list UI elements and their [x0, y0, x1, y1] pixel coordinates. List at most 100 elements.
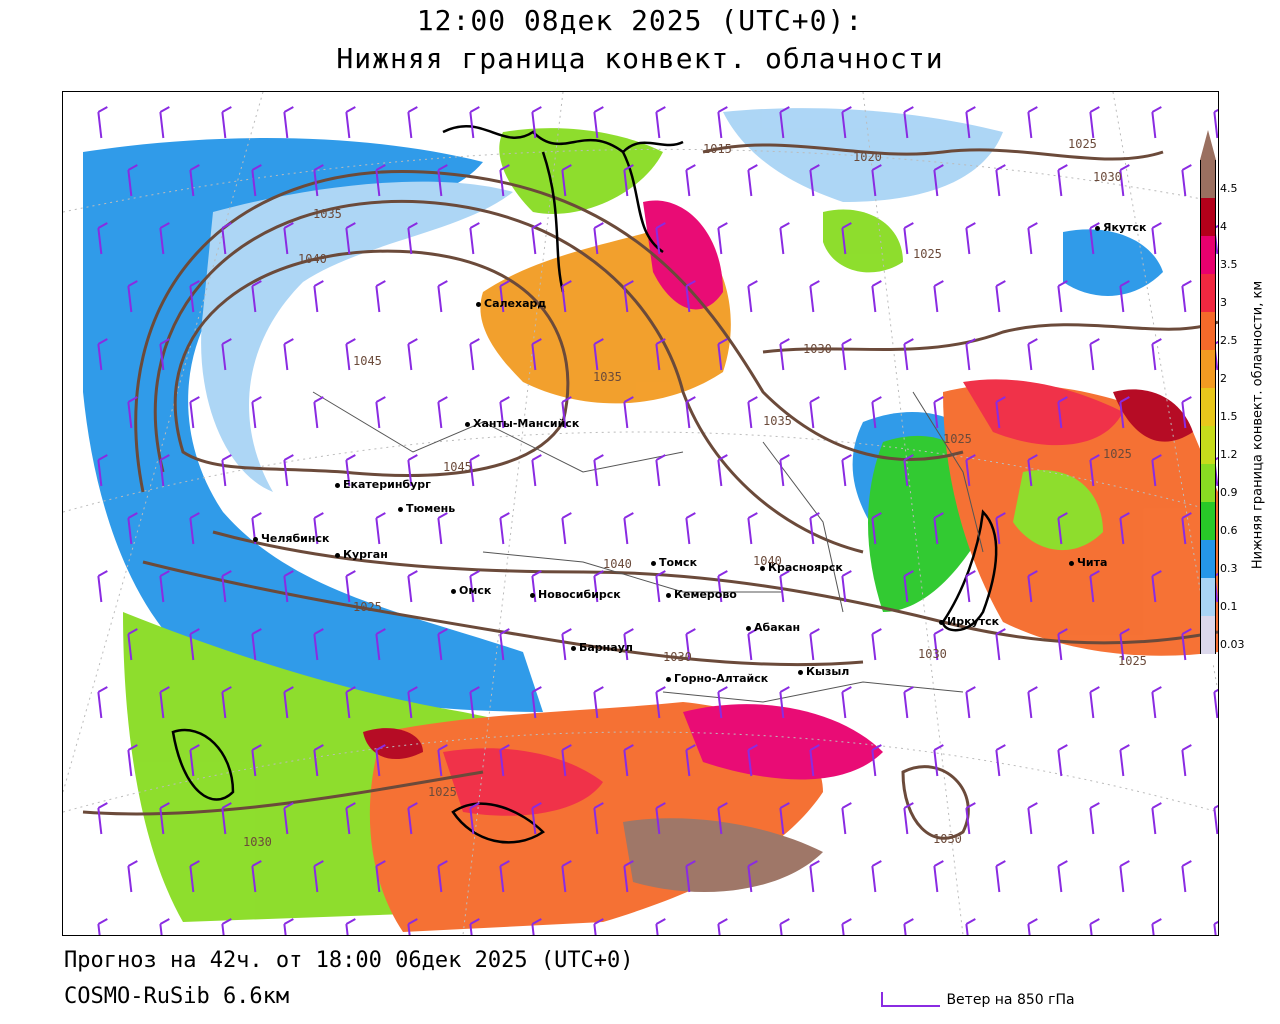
wind-barb — [809, 396, 820, 429]
isobar-label: 1025 — [943, 432, 972, 446]
wind-barb — [717, 802, 728, 835]
wind-barb — [655, 454, 666, 487]
wind-barb — [871, 280, 882, 313]
wind-barb — [841, 686, 852, 719]
wind-barb — [97, 918, 108, 935]
cloud-field-magenta-north — [643, 200, 723, 310]
isobar-1040 — [153, 199, 864, 554]
wind-barb — [251, 280, 262, 313]
wind-barb — [965, 686, 976, 719]
wind-barb — [747, 628, 758, 661]
wind-barb — [469, 338, 480, 371]
wind-barb — [1119, 396, 1130, 429]
wind-barb — [933, 628, 944, 661]
wind-barb — [1181, 164, 1192, 197]
wind-barb — [747, 744, 758, 777]
isobar-label: 1040 — [603, 557, 632, 571]
coastline-yamal — [541, 151, 565, 293]
city-label: Тюмень — [398, 502, 455, 515]
isobar-label: 1030 — [1093, 170, 1122, 184]
wind-barb — [1119, 512, 1130, 545]
legend-label: 0.9 — [1220, 486, 1238, 499]
wind-barb — [531, 570, 542, 603]
legend-label: 2.5 — [1220, 334, 1238, 347]
wind-barb — [1057, 164, 1068, 197]
wind-barb — [221, 802, 232, 835]
city-label: Якутск — [1095, 221, 1146, 234]
wind-barb — [221, 222, 232, 255]
wind-barb — [747, 860, 758, 893]
map-subtitle: Нижняя граница конвект. облачности — [336, 42, 944, 75]
wind-barb — [1057, 396, 1068, 429]
coastline-caspian — [171, 728, 235, 801]
wind-barb — [407, 686, 418, 719]
legend-swatch — [1200, 464, 1216, 502]
wind-barb — [159, 686, 170, 719]
wind-barb — [593, 106, 604, 139]
legend-label: 0.6 — [1220, 524, 1238, 537]
wind-barb — [283, 454, 294, 487]
wind-barb — [655, 222, 666, 255]
wind-barb — [1151, 222, 1162, 255]
wind-barb — [779, 570, 790, 603]
wind-barb — [903, 338, 914, 371]
wind-barb — [1089, 802, 1100, 835]
wind-barb — [127, 280, 138, 313]
wind-barb — [841, 454, 852, 487]
wind-barb — [685, 512, 696, 545]
wind-barb — [407, 222, 418, 255]
wind-barb — [1027, 802, 1038, 835]
wind-barb — [1151, 570, 1162, 603]
wind-barb — [375, 628, 386, 661]
city-label: Барнаул — [571, 641, 633, 654]
isobar-label: 1030 — [663, 650, 692, 664]
wind-barb — [593, 802, 604, 835]
wind-barb — [809, 164, 820, 197]
cloud-field-darkred-south — [363, 728, 423, 760]
isobar-1030-south — [82, 770, 484, 816]
wind-barb — [903, 106, 914, 139]
cloud-field-green-far-northeast — [823, 209, 903, 273]
wind-barb — [345, 570, 356, 603]
wind-barb — [531, 222, 542, 255]
wind-barb — [717, 686, 728, 719]
wind-barb — [965, 338, 976, 371]
wind-barb — [995, 860, 1006, 893]
wind-barb — [1119, 164, 1130, 197]
wind-barb — [933, 744, 944, 777]
cloud-field-brown-south — [623, 818, 823, 892]
wind-barb — [717, 918, 728, 935]
wind-barb — [283, 222, 294, 255]
wind-barb — [623, 280, 634, 313]
wind-barb — [189, 164, 200, 197]
cloud-field-red-south — [443, 748, 603, 816]
wind-barb — [903, 686, 914, 719]
wind-barb — [499, 164, 510, 197]
wind-barb — [127, 164, 138, 197]
city-label: Салехард — [476, 297, 546, 310]
legend-swatch — [1200, 198, 1216, 236]
wind-barb — [221, 686, 232, 719]
wind-barb — [1151, 918, 1162, 935]
city-label: Абакан — [746, 621, 800, 634]
wind-barb — [345, 454, 356, 487]
coastline-taymyr — [621, 151, 664, 254]
city-marker — [651, 560, 656, 566]
wind-barb — [469, 918, 480, 935]
wind-barb — [655, 338, 666, 371]
wind-barb — [221, 454, 232, 487]
wind-barb — [841, 222, 852, 255]
city-marker — [571, 645, 576, 651]
wind-barb — [1057, 744, 1068, 777]
wind-barb — [1089, 570, 1100, 603]
wind-barb — [933, 280, 944, 313]
wind-barb — [903, 454, 914, 487]
wind-barb — [965, 802, 976, 835]
wind-barb — [251, 628, 262, 661]
wind-barb — [561, 628, 572, 661]
wind-barb — [1027, 686, 1038, 719]
wind-barb — [375, 164, 386, 197]
isobar-label: 1025 — [1118, 654, 1147, 668]
wind-barb — [1151, 454, 1162, 487]
wind-barb — [407, 106, 418, 139]
